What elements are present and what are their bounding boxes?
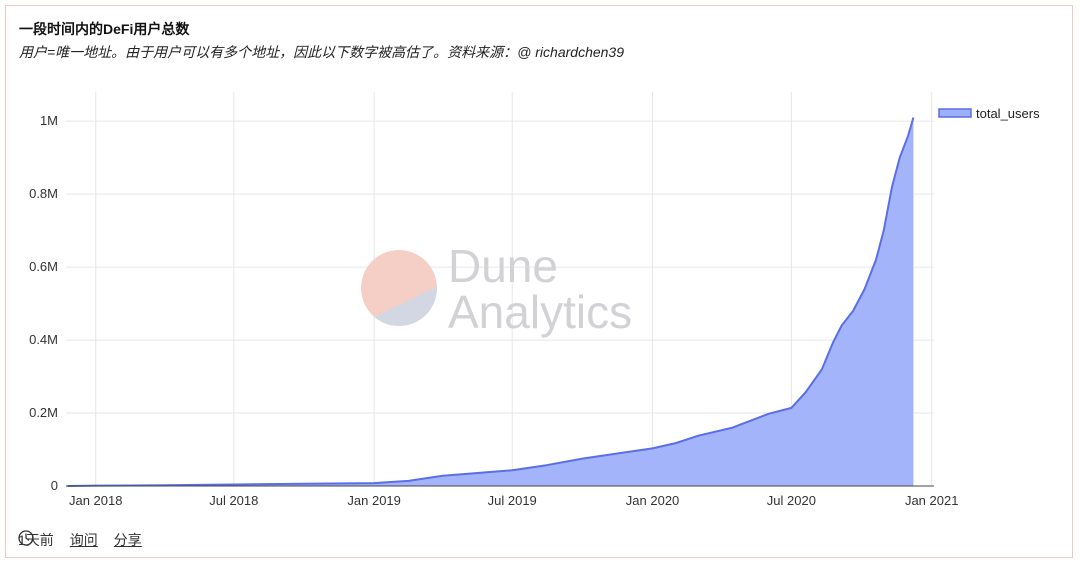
y-tick-label: 0.6M bbox=[29, 259, 58, 274]
chart-title: 一段时间内的DeFi用户总数 bbox=[19, 21, 190, 37]
y-tick-label: 0.4M bbox=[29, 332, 58, 347]
y-tick-label: 0.8M bbox=[29, 186, 58, 201]
legend-label-total-users: total_users bbox=[976, 106, 1040, 121]
x-tick-label: Jul 2020 bbox=[767, 493, 816, 508]
footer: 1天前 询问 分享 bbox=[18, 530, 158, 550]
chart-card: 一段时间内的DeFi用户总数 用户=唯一地址。由于用户可以有多个地址，因此以下数… bbox=[5, 5, 1073, 558]
y-tick-label: 0.2M bbox=[29, 405, 58, 420]
series-line-total-users bbox=[67, 117, 915, 487]
x-tick-label: Jul 2019 bbox=[488, 493, 537, 508]
x-tick-label: Jan 2018 bbox=[69, 493, 123, 508]
x-tick-label: Jan 2020 bbox=[626, 493, 680, 508]
series-layer bbox=[67, 117, 915, 487]
clock-icon bbox=[18, 530, 34, 546]
query-link[interactable]: 询问 bbox=[69, 532, 98, 548]
x-tick-label: Jan 2021 bbox=[905, 493, 959, 508]
legend-swatch-total-users bbox=[938, 108, 972, 118]
x-tick-label: Jul 2018 bbox=[209, 493, 258, 508]
chart-subtitle: 用户=唯一地址。由于用户可以有多个地址，因此以下数字被高估了。资料来源：@ ri… bbox=[19, 44, 624, 60]
area-chart: Dune Analytics Jan 2018 Jul 2018 Jan 2019 J… bbox=[29, 92, 1040, 508]
legend[interactable]: total_users bbox=[938, 106, 1040, 121]
watermark-line1: Dune bbox=[448, 240, 558, 292]
y-tick-label: 1M bbox=[40, 113, 58, 128]
x-tick-label: Jan 2019 bbox=[347, 493, 401, 508]
axes: Jan 2018 Jul 2018 Jan 2019 Jul 2019 Jan 2020… bbox=[29, 113, 958, 508]
y-tick-label: 0 bbox=[51, 478, 58, 493]
dune-watermark: Dune Analytics bbox=[361, 240, 632, 338]
watermark-line2: Analytics bbox=[448, 286, 632, 338]
last-run-age: 1天前 bbox=[18, 532, 54, 548]
chart-area: Dune Analytics Jan 2018 Jul 2018 Jan 2019 J… bbox=[6, 6, 1074, 559]
series-area-total-users bbox=[67, 117, 914, 486]
share-link[interactable]: 分享 bbox=[113, 532, 142, 548]
